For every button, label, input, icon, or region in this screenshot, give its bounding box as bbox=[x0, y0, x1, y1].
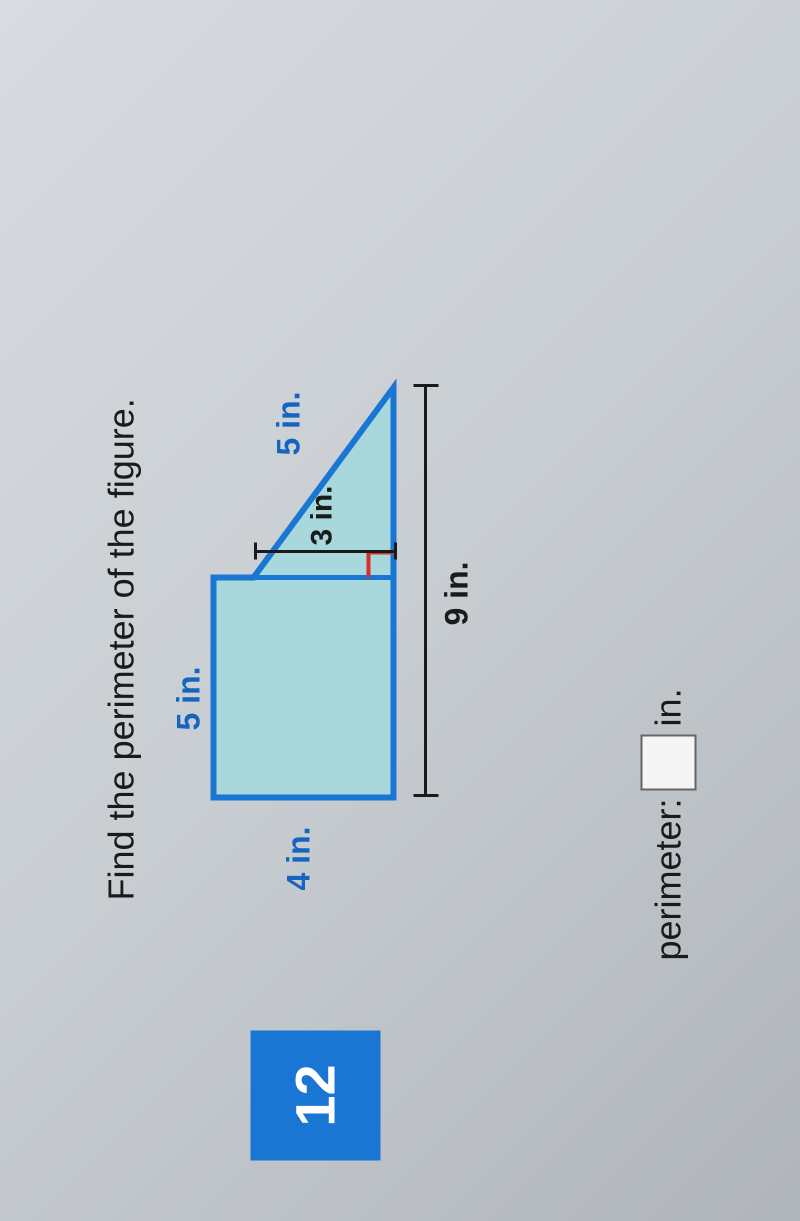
label-top: 5 in. bbox=[170, 666, 207, 730]
label-left: 4 in. bbox=[280, 826, 317, 890]
composite-shape-svg bbox=[210, 361, 410, 801]
problem-number-badge: 12 bbox=[250, 1031, 380, 1161]
perimeter-label: perimeter: bbox=[647, 798, 689, 960]
label-bottom: 9 in. bbox=[438, 561, 475, 625]
figure-container: 5 in. 4 in. 5 in. 3 in. 9 in. bbox=[210, 201, 590, 901]
instruction-text: Find the perimeter of the figure. bbox=[100, 398, 142, 900]
answer-input-box[interactable] bbox=[640, 734, 696, 790]
unit-label: in. bbox=[647, 688, 689, 726]
answer-row: perimeter: in. bbox=[640, 688, 696, 960]
label-hypotenuse: 5 in. bbox=[270, 391, 307, 455]
label-inner-height: 3 in. bbox=[305, 485, 339, 545]
